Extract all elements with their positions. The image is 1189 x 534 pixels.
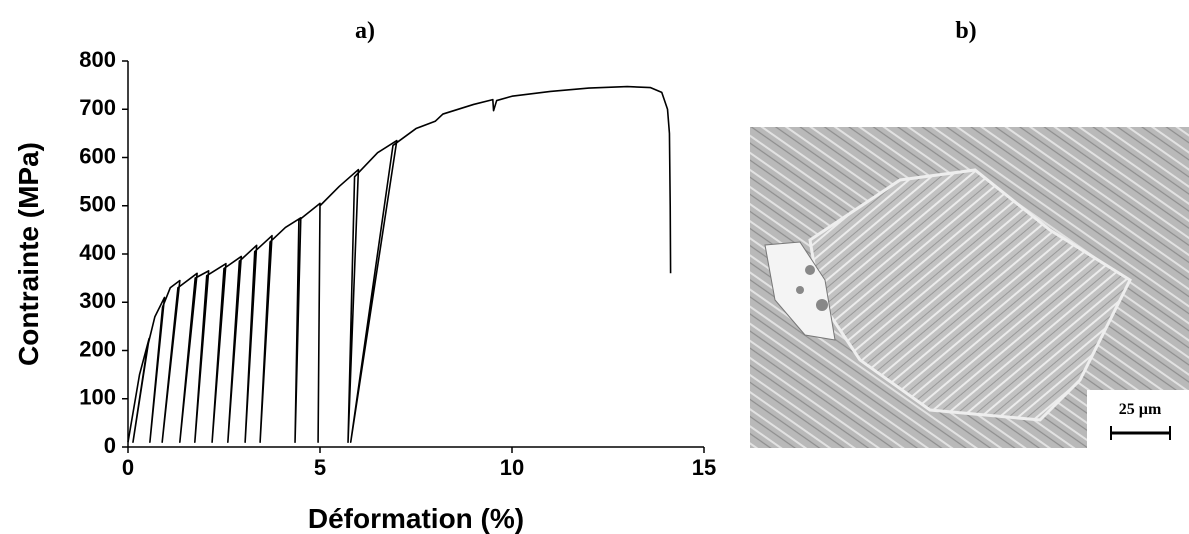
x-axis-title: Déformation (%): [308, 503, 524, 534]
scale-bar-box: [1087, 390, 1189, 448]
scale-bar-label: 25 µm: [1119, 401, 1162, 418]
y-tick-label: 100: [79, 385, 116, 410]
y-tick-label: 700: [79, 95, 116, 120]
y-tick-label: 200: [79, 336, 116, 361]
y-tick-label: 500: [79, 192, 116, 217]
y-tick-label: 600: [79, 143, 116, 168]
x-tick-label: 15: [692, 455, 716, 480]
panel-label: a): [355, 18, 375, 44]
x-tick-label: 10: [500, 455, 524, 480]
y-tick-label: 800: [79, 47, 116, 72]
micrograph: 25 µm: [750, 127, 1189, 448]
y-tick-label: 0: [104, 433, 116, 458]
x-tick-label: 5: [314, 455, 326, 480]
y-tick-label: 400: [79, 240, 116, 265]
y-axis-title: Contrainte (MPa): [13, 142, 44, 366]
y-tick-label: 300: [79, 288, 116, 313]
panel-label: b): [955, 18, 976, 44]
x-tick-label: 0: [122, 455, 134, 480]
data-line: [127, 85, 672, 443]
